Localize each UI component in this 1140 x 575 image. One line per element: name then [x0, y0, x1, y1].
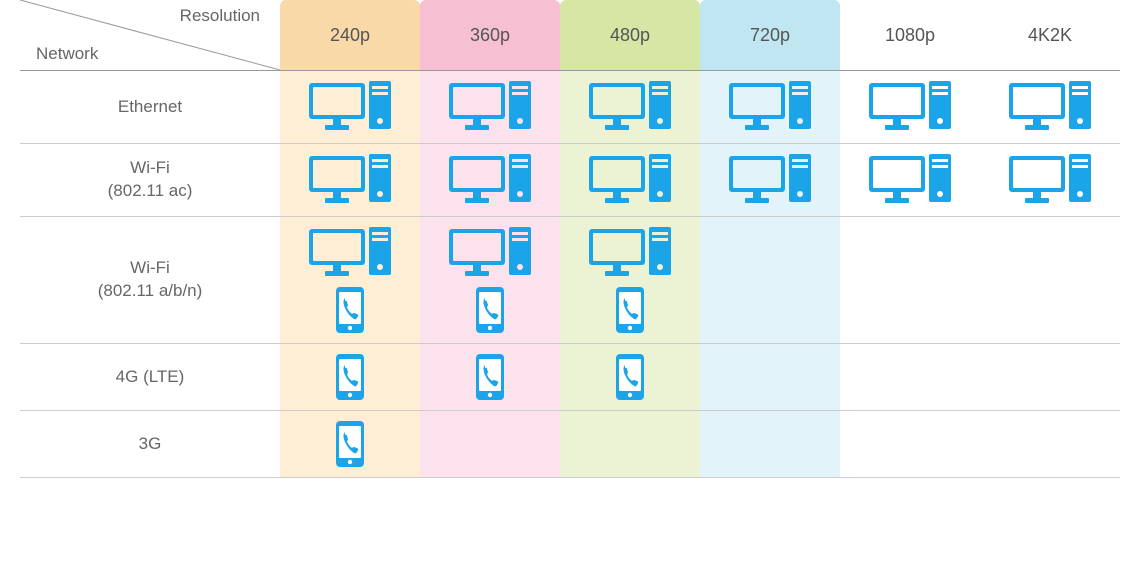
rows-axis-label: Network — [36, 44, 98, 64]
cell — [700, 344, 840, 410]
cell — [560, 344, 700, 410]
cell — [560, 71, 700, 143]
cell — [420, 144, 560, 216]
cell — [980, 411, 1120, 477]
column-header-240p: 240p — [280, 0, 420, 70]
cell — [280, 217, 420, 343]
computer-icon — [449, 154, 531, 206]
phone-icon — [476, 354, 504, 400]
column-header-1080p: 1080p — [840, 0, 980, 70]
cell — [840, 144, 980, 216]
cell — [560, 411, 700, 477]
computer-icon — [589, 154, 671, 206]
cell — [700, 71, 840, 143]
column-header-480p: 480p — [560, 0, 700, 70]
cell — [980, 217, 1120, 343]
cell — [280, 411, 420, 477]
computer-icon — [589, 227, 671, 279]
cell — [420, 217, 560, 343]
phone-icon — [616, 287, 644, 333]
cell — [280, 344, 420, 410]
network-label: 3G — [20, 411, 280, 477]
column-header-360p: 360p — [420, 0, 560, 70]
cell — [700, 411, 840, 477]
network-label: Ethernet — [20, 71, 280, 143]
computer-icon — [729, 81, 811, 133]
computer-icon — [309, 81, 391, 133]
computer-icon — [589, 81, 671, 133]
cell — [420, 344, 560, 410]
cell — [840, 217, 980, 343]
network-label: Wi-Fi(802.11 ac) — [20, 144, 280, 216]
cell — [280, 144, 420, 216]
computer-icon — [1009, 81, 1091, 133]
phone-icon — [336, 421, 364, 467]
cell — [560, 144, 700, 216]
cell — [840, 71, 980, 143]
phone-icon — [476, 287, 504, 333]
phone-icon — [336, 287, 364, 333]
cell — [280, 71, 420, 143]
computer-icon — [869, 154, 951, 206]
cell — [700, 217, 840, 343]
computer-icon — [449, 81, 531, 133]
columns-axis-label: Resolution — [180, 6, 260, 26]
computer-icon — [309, 227, 391, 279]
cell — [420, 71, 560, 143]
column-header-720p: 720p — [700, 0, 840, 70]
network-label: 4G (LTE) — [20, 344, 280, 410]
phone-icon — [336, 354, 364, 400]
axis-header: Resolution Network — [20, 0, 280, 70]
phone-icon — [616, 354, 644, 400]
cell — [700, 144, 840, 216]
computer-icon — [729, 154, 811, 206]
computer-icon — [309, 154, 391, 206]
computer-icon — [1009, 154, 1091, 206]
network-label: Wi-Fi(802.11 a/b/n) — [20, 217, 280, 343]
cell — [980, 344, 1120, 410]
computer-icon — [449, 227, 531, 279]
cell — [980, 71, 1120, 143]
cell — [420, 411, 560, 477]
cell — [840, 344, 980, 410]
column-header-4K2K: 4K2K — [980, 0, 1120, 70]
cell — [980, 144, 1120, 216]
computer-icon — [869, 81, 951, 133]
cell — [840, 411, 980, 477]
cell — [560, 217, 700, 343]
